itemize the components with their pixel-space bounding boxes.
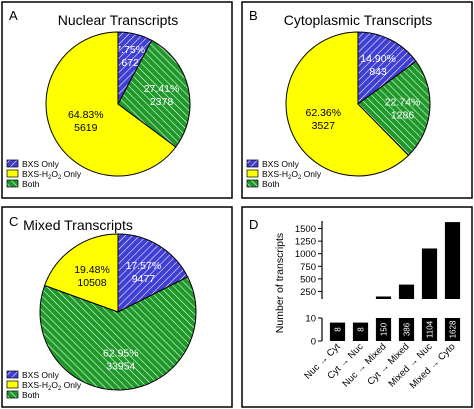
panel-d-letter: D [249,217,258,232]
pie-slice-percent-label: 14.90% [360,53,396,65]
y-tick-label: 1500 [295,224,316,235]
legend-label: BXS-H2O2 Only [22,169,82,181]
y-tick-label: 500 [300,274,316,285]
legend-swatch [6,390,19,399]
bar-value-label: 150 [380,322,389,336]
legend-swatch [246,179,259,188]
pie-slice-count-label: 5619 [74,122,98,134]
pie-slice-count-label: 3527 [312,120,336,132]
legend-swatch [6,370,19,379]
legend-label: BXS-H2O2 Only [262,169,322,181]
pie-slice-count-label: 2378 [150,96,174,108]
legend-label: BXS Only [22,159,60,169]
pie-c-title: Mixed Transcripts [23,217,133,233]
bar-value-label: 8 [334,327,343,332]
pie-slice [45,31,177,177]
y-tick-label: 750 [300,262,316,273]
pie-slice-percent-label: 64.83% [68,109,104,121]
legend-swatch [6,159,19,168]
panel-d-frame [241,206,473,408]
legend-swatch [6,179,19,188]
y-tick-label: 10 [305,314,316,325]
pie-slice-percent-label: 22.74% [385,97,421,109]
bar-lower [329,322,346,341]
pie-slice [357,31,417,105]
pie-slice-percent-label: 62.95% [103,348,139,360]
legend-label: BXS Only [22,370,60,380]
panel-b-letter: B [249,8,258,23]
pie-slice-count-label: 10508 [77,277,106,289]
pie-slice [357,60,431,157]
pie-slice-count-label: 672 [121,57,139,69]
pie-slice-percent-label: 27.41% [144,83,180,95]
legend-label: Both [262,179,280,189]
pie-slice-count-label: 9477 [132,273,156,285]
bar-value-label: 1628 [449,320,458,338]
pie-slice [117,39,191,148]
pie-slice-count-label: 843 [369,66,387,78]
bar-y-axis-label: Number of transcripts [274,233,286,333]
pie-chart-cytoplasmic: 14.90%843 22.74%1286 62.36%3527 [285,31,431,177]
bar-upper [421,248,438,299]
pie-slice [39,276,197,391]
pie-slice [285,31,410,177]
pie-slice-percent-label: 7.75% [115,44,145,56]
bar-lower [421,318,438,341]
y-tick-label: 1250 [295,237,316,248]
legend-label: Both [22,179,40,189]
panel-a-letter: A [9,8,18,23]
pie-chart-nuclear: 7.75%672 27.41%2378 64.83%5619 [45,31,191,177]
bar-value-label: 1104 [426,320,435,338]
pie-slice-count-label: 33954 [106,361,135,373]
y-tick-label: 250 [300,287,316,298]
legend-swatch [6,380,19,389]
legend-swatch [246,169,259,178]
bar-upper [375,296,392,299]
y-tick-label: 1000 [295,249,316,260]
pie-slice [117,233,189,313]
legend-label: Both [22,390,40,400]
pie-slice-percent-label: 17.57% [126,260,162,272]
legend-label: BXS Only [262,159,300,169]
bar-upper [398,284,415,299]
legend-label: BXS-H2O2 Only [22,380,82,392]
bar-lower [375,318,392,341]
bar-value-label: 8 [357,327,366,332]
bar-lower [444,318,461,341]
pie-slice-percent-label: 19.48% [74,264,110,276]
pie-chart-mixed: 17.57%9477 62.95%33954 19.48%10508 [39,233,197,391]
y-tick-label: 0 [311,337,316,348]
pie-slice-percent-label: 62.36% [305,107,341,119]
bar-upper [444,222,461,299]
panel-c-letter: C [9,214,18,229]
pie-slice-count-label: 1286 [391,110,415,122]
pie-b-title: Cytoplasmic Transcripts [284,12,433,28]
bar-value-label: 386 [403,322,412,336]
legend-swatch [246,159,259,168]
pie-slice [43,233,119,313]
pie-a-title: Nuclear Transcripts [58,12,179,28]
bar-lower [352,322,369,341]
legend-swatch [6,169,19,178]
bar-lower [398,318,415,341]
